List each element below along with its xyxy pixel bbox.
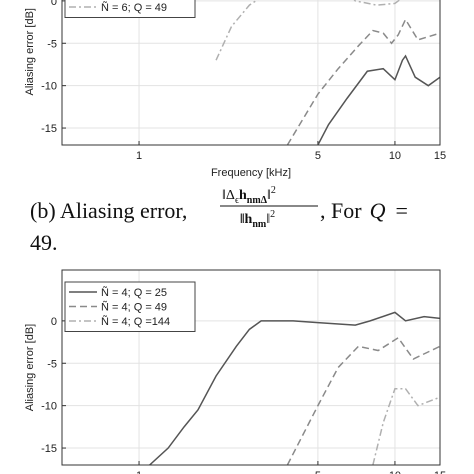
t: 2 — [270, 209, 275, 220]
x-tick-label: 1 — [136, 150, 142, 162]
caption: (b) Aliasing error, ‖ΔϵhnmΔ‖2 ‖hnm‖2 , F… — [30, 185, 408, 255]
y-tick-label: 0 — [51, 316, 57, 328]
legend-label: Ñ = 4; Q = 25 — [101, 286, 167, 299]
y-tick-label: -15 — [41, 123, 57, 135]
y-tick-label: -10 — [41, 81, 57, 93]
legend-label: Ñ = 4; Q = 49 — [101, 301, 167, 314]
y-tick-label: -10 — [41, 401, 57, 413]
t: ‖ — [266, 212, 270, 227]
x-tick-label: 15 — [434, 150, 446, 162]
x-axis-label: Frequency [kHz] — [211, 167, 291, 179]
caption-text: 49. — [30, 230, 58, 255]
axes-frame — [61, 0, 441, 146]
t: nmΔ — [247, 195, 268, 206]
y-tick-label: -5 — [47, 38, 57, 50]
series-line — [317, 54, 440, 145]
t: = — [395, 198, 407, 223]
t: , For — [320, 198, 362, 223]
series-line — [149, 311, 440, 465]
x-tick-label: 5 — [315, 470, 321, 474]
caption-numerator: ‖ΔϵhnmΔ‖2 — [222, 185, 276, 206]
caption-text: , For Q = — [320, 198, 408, 223]
legend-label: Ñ = 4; Q =144 — [101, 315, 170, 328]
plot-area — [62, 0, 440, 145]
series-line — [372, 387, 440, 465]
series-line — [286, 336, 440, 465]
legend-label: Ñ = 6; Q = 49 — [101, 1, 167, 14]
y-tick-label: -5 — [47, 358, 57, 370]
caption-denominator: ‖hnm‖2 — [240, 209, 275, 230]
t: ϵ — [235, 195, 239, 206]
x-tick-label: 10 — [389, 150, 401, 162]
t: 2 — [271, 185, 276, 196]
y-axis-label: Aliasing error [dB] — [24, 8, 36, 95]
series-line — [286, 17, 440, 145]
x-tick-label: 5 — [315, 150, 321, 162]
t: ‖Δ — [222, 188, 235, 203]
t: ‖h — [240, 212, 253, 227]
y-axis-label: Aliasing error [dB] — [24, 324, 36, 411]
t: h — [239, 188, 247, 203]
t: Q — [370, 198, 386, 223]
t: nm — [252, 219, 267, 230]
legend-box — [64, 0, 196, 18]
t: ‖ — [267, 188, 271, 203]
y-tick-label: 0 — [51, 0, 57, 8]
series-line — [215, 0, 401, 61]
x-tick-label: 10 — [389, 470, 401, 474]
x-tick-label: 1 — [136, 470, 142, 474]
y-tick-label: -15 — [41, 443, 57, 455]
axes-frame — [61, 269, 441, 466]
caption-text: (b) Aliasing error, — [30, 198, 187, 223]
x-tick-label: 15 — [434, 470, 446, 474]
